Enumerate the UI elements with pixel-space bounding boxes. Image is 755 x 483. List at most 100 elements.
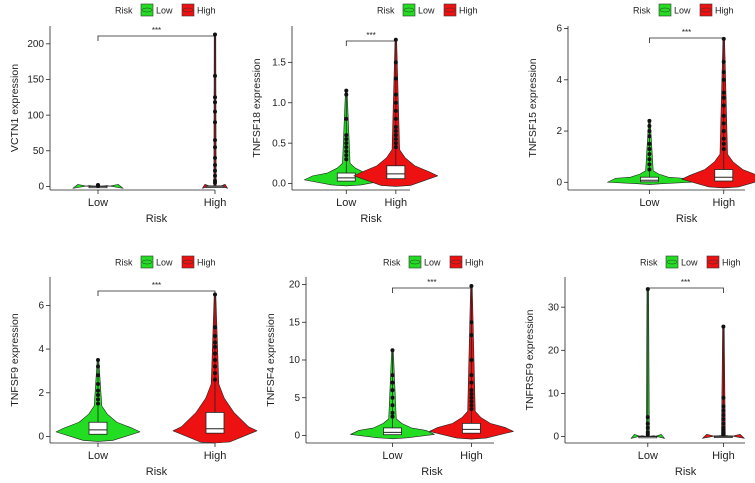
outlier-point-high [469, 380, 474, 385]
y-tick-label: 100 [27, 110, 44, 121]
y-tick-label: 200 [27, 39, 44, 50]
significance-bracket [392, 287, 472, 293]
violin-low [607, 118, 692, 185]
outlier-point-high [393, 137, 398, 142]
y-tick-label: 20 [548, 345, 560, 356]
legend: Risk Low High [383, 255, 484, 269]
significance-label: *** [681, 278, 690, 287]
outlier-point-high [721, 136, 726, 141]
legend-label-low: Low [156, 5, 173, 15]
y-axis-title: TNFSF9 expression [9, 313, 21, 407]
significance-label: *** [427, 278, 436, 287]
outlier-point-low [96, 401, 100, 406]
outlier-point-low [344, 149, 349, 154]
outlier-point-high [721, 77, 726, 82]
outlier-point-low [647, 167, 652, 172]
box-high [386, 165, 406, 180]
legend-label-high: High [465, 257, 484, 267]
legend-label-low: Low [156, 257, 173, 267]
legend: Risk Low High [377, 3, 478, 17]
outlier-point-low [390, 388, 395, 393]
outlier-point-low [390, 414, 395, 419]
outlier-point-high [213, 377, 217, 382]
x-tick-label: High [712, 450, 735, 462]
significance-label: *** [152, 26, 161, 35]
box-low [88, 421, 108, 435]
outlier-point-high [469, 358, 474, 362]
legend-glyph-high [444, 7, 456, 13]
y-tick-label: 0 [556, 177, 562, 188]
outlier-point-high [721, 103, 726, 108]
outlier-point-high [721, 404, 726, 409]
outlier-point-high [721, 129, 726, 134]
legend-title: Risk [383, 257, 401, 267]
outlier-point-high [393, 129, 398, 134]
legend-label-high: High [197, 5, 216, 15]
legend-title: Risk [115, 5, 133, 15]
outlier-point-high [469, 284, 474, 289]
significance-bracket [649, 37, 725, 43]
outlier-point-low [645, 415, 650, 420]
outlier-point-low [344, 157, 349, 162]
outlier-point-low [96, 364, 100, 369]
outlier-point-high [213, 358, 217, 362]
x-tick-label: Low [336, 197, 356, 209]
y-tick-label: 5 [294, 393, 300, 404]
chart-panel-2: Risk Low High 0.0 0.5 1.0 1.5 TNFSF18 expressio… [251, 3, 478, 225]
y-tick-label: 0 [294, 431, 300, 442]
outlier-point-high [721, 141, 726, 146]
significance-label: *** [682, 28, 691, 37]
outlier-point-high [213, 145, 217, 150]
legend-glyph-high [450, 259, 462, 265]
legend-glyph-low [659, 7, 671, 13]
x-axis-title: Risk [146, 213, 168, 225]
outlier-point-low [390, 380, 395, 385]
outlier-point-low [390, 395, 395, 400]
outlier-point-high [721, 70, 726, 75]
outlier-point-low [647, 157, 652, 162]
outlier-point-low [645, 287, 650, 292]
outlier-point-high [213, 173, 217, 178]
outlier-point-high [393, 141, 398, 146]
outlier-point-high [721, 90, 726, 95]
outlier-point-high [393, 133, 398, 138]
violin-high [353, 37, 439, 187]
outlier-point-high [213, 333, 217, 338]
outlier-point-high [213, 325, 217, 330]
y-tick-label: 0.5 [272, 138, 286, 149]
legend-glyph-high [700, 7, 712, 13]
significance-bracket [97, 35, 216, 41]
outlier-point-high [393, 100, 398, 105]
y-axis-title: TNFSF18 expression [251, 58, 263, 157]
outlier-point-low [344, 133, 349, 138]
outlier-point-high [721, 147, 726, 151]
outlier-point-high [721, 421, 726, 426]
chart-panel-1: Risk Low High 0 50 100 150 200 VCTN1 expression L… [9, 3, 228, 225]
y-tick-label: 30 [548, 302, 560, 313]
chart-panel-3: Risk Low High 0 2 4 6 TNFSF15 expression Low High… [527, 3, 755, 225]
x-axis-title: Risk [675, 466, 697, 478]
y-tick-label: 6 [38, 301, 44, 312]
x-tick-label: Low [88, 450, 108, 462]
outlier-point-high [213, 95, 217, 100]
outlier-point-high [721, 324, 726, 329]
legend-label-low: Low [424, 257, 441, 267]
outlier-point-high [213, 32, 217, 37]
outlier-point-high [213, 100, 217, 105]
outlier-point-low [647, 129, 652, 134]
x-tick-label: High [460, 450, 483, 462]
violin-low [55, 358, 141, 442]
outlier-point-high [213, 364, 217, 369]
y-tick-label: 4 [38, 344, 44, 355]
outlier-point-low [344, 153, 349, 158]
violin-high [681, 36, 755, 189]
violin-high [172, 292, 258, 444]
legend: Risk Low High [115, 3, 216, 17]
y-tick-label: 10 [548, 389, 560, 400]
legend-label-low: Low [681, 257, 698, 267]
outlier-point-high [213, 73, 217, 78]
y-tick-label: 150 [27, 75, 44, 86]
x-axis-title: Risk [676, 213, 698, 225]
outlier-point-high [721, 408, 726, 413]
